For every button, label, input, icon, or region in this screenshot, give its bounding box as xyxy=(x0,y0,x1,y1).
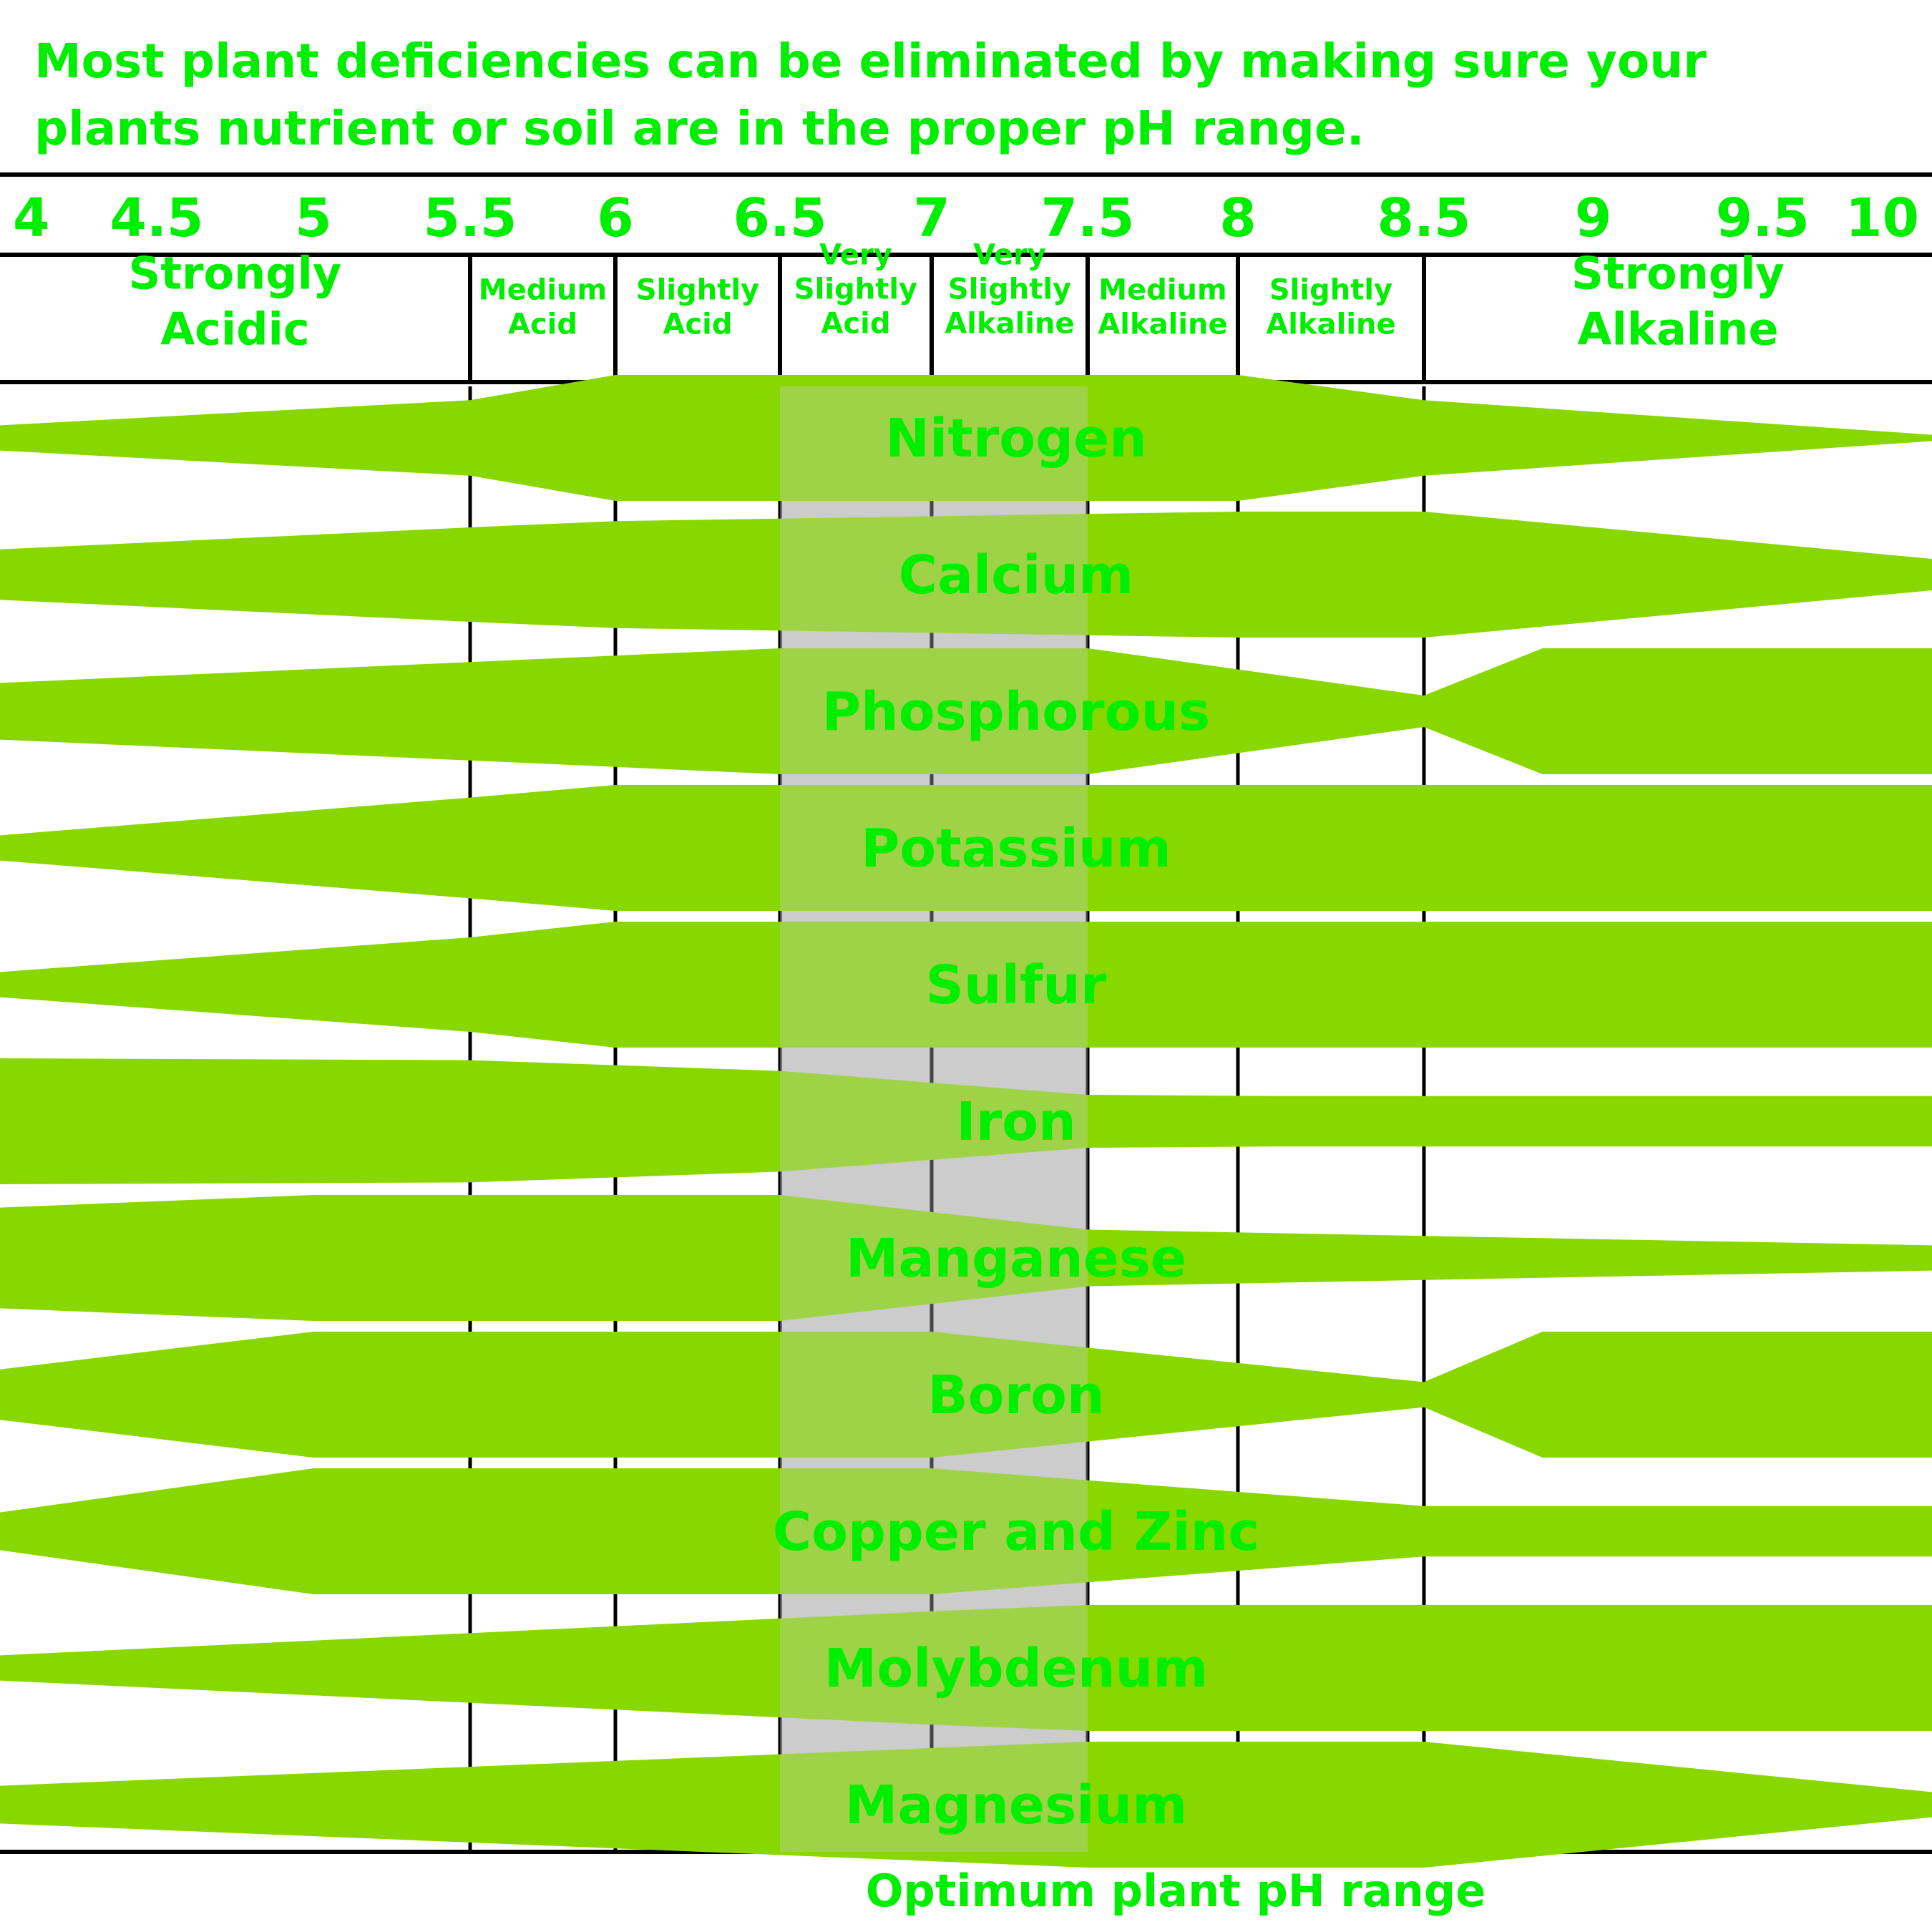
ph-tick-label: 4.5 xyxy=(109,187,203,249)
nutrient-band-potassium xyxy=(0,785,1932,911)
category-label: Slightly xyxy=(1269,273,1392,306)
ph-tick-label: 6 xyxy=(597,187,634,249)
nutrient-label: Potassium xyxy=(861,818,1171,879)
category-label: Acid xyxy=(663,308,732,341)
nutrient-band-iron xyxy=(0,1058,1932,1184)
category-label: Medium xyxy=(479,273,607,306)
ph-tick-label: 4 xyxy=(13,187,50,249)
category-label: Alkaline xyxy=(1098,308,1227,341)
nutrient-label: Phosphorous xyxy=(822,681,1210,743)
ph-tick-label: 9 xyxy=(1575,187,1612,249)
category-label: Slightly xyxy=(636,273,759,306)
category-label: Slightly xyxy=(948,273,1071,306)
nutrient-label: Nitrogen xyxy=(885,408,1147,469)
ph-tick-label: 5.5 xyxy=(423,187,517,249)
ph-tick-label: 9.5 xyxy=(1716,187,1810,249)
category-label: Alkaline xyxy=(945,307,1074,340)
category-label: Acid xyxy=(508,308,577,341)
category-label: Alkaline xyxy=(1578,303,1779,355)
ph-tick-label: 6.5 xyxy=(733,187,826,249)
nutrient-label: Boron xyxy=(927,1365,1104,1426)
ph-tick-label: 7.5 xyxy=(1040,187,1134,249)
nutrient-label: Molybdenum xyxy=(824,1638,1209,1699)
nutrient-band-calcium xyxy=(0,512,1932,638)
ph-tick-labels: 4 4.5 5 5.5 6 6.5 7 7.5 8 8.5 9 9.5 10 xyxy=(13,187,1919,249)
nutrient-label: Copper and Zinc xyxy=(773,1501,1259,1563)
optimum-overlay xyxy=(780,386,1088,1852)
category-label: Strongly xyxy=(129,247,342,299)
optimum-range-label: Optimum plant pH range xyxy=(866,1865,1486,1917)
category-label: Strongly xyxy=(1571,247,1785,299)
nutrient-band-sulfur xyxy=(0,922,1932,1048)
category-label: Alkaline xyxy=(1266,308,1395,341)
category-label: Slightly xyxy=(794,273,917,306)
category-label: Acidic xyxy=(160,303,309,355)
ph-tick-label: 10 xyxy=(1845,187,1919,249)
nutrient-label: Calcium xyxy=(899,545,1134,606)
chart-title-line-1: Most plant deficiencies can be eliminate… xyxy=(34,34,1707,89)
category-label: Very xyxy=(819,238,892,271)
nutrient-label: Sulfur xyxy=(926,955,1107,1016)
nutrient-band-copper-and-zinc xyxy=(0,1468,1932,1594)
ph-tick-label: 8 xyxy=(1219,187,1257,249)
nutrient-band-molybdenum xyxy=(0,1605,1932,1731)
ph-tick-label: 7 xyxy=(913,187,950,249)
nutrient-band-magnesium xyxy=(0,1742,1932,1868)
nutrient-labels: Nitrogen Calcium Phosphorous Potassium Sulfu… xyxy=(773,408,1259,1836)
category-label: Very xyxy=(973,238,1046,271)
nutrient-bands xyxy=(0,375,1932,1868)
nutrient-band-nitrogen xyxy=(0,375,1932,501)
nutrient-label: Magnesium xyxy=(845,1775,1188,1836)
acidity-category-labels: StronglyAcidicMediumAcidSlightlyAcidVery… xyxy=(129,238,1785,355)
nutrient-band-phosphorous xyxy=(0,648,1932,774)
optimum-overlay-rect xyxy=(780,386,1088,1852)
chart-title-line-2: plants nutrient or soil are in the prope… xyxy=(34,101,1365,156)
ph-tick-label: 8.5 xyxy=(1377,187,1470,249)
nutrient-label: Iron xyxy=(956,1091,1076,1153)
nutrient-band-manganese xyxy=(0,1195,1932,1321)
category-label: Medium xyxy=(1098,273,1226,306)
nutrient-label: Manganese xyxy=(846,1228,1186,1289)
nutrient-band-boron xyxy=(0,1332,1932,1458)
category-label: Acid xyxy=(821,307,890,340)
ph-tick-label: 5 xyxy=(295,187,332,249)
